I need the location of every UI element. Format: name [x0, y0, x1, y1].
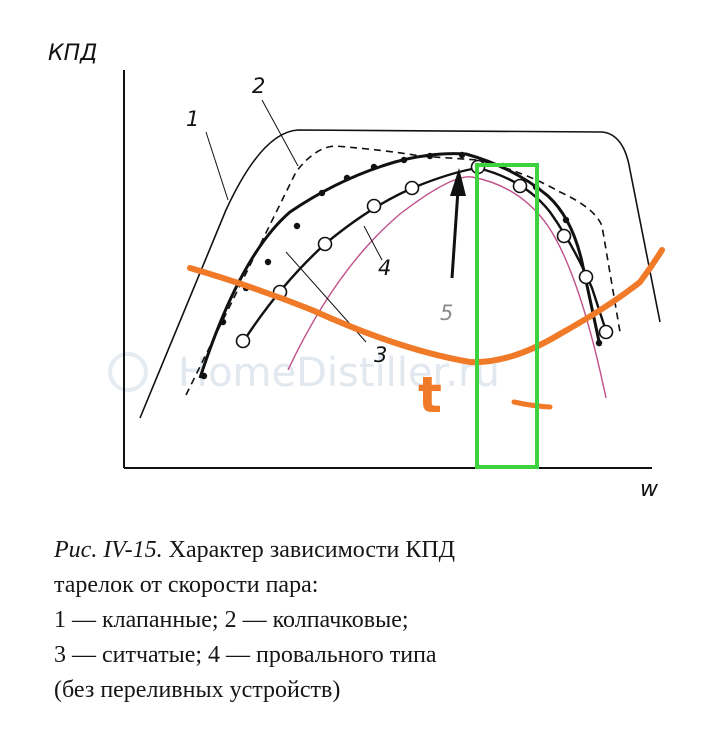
caption-line-1-text: Характер зависимости КПД [162, 537, 456, 563]
orange-dash [511, 399, 553, 410]
caption-line-3: 1 — клапанные; 2 — колпачковые; [54, 607, 409, 633]
curve-5-label: 5 [440, 301, 453, 325]
orange-t-label: t [418, 366, 442, 424]
curve-3-sieve [198, 152, 602, 379]
curve-5 [287, 176, 607, 399]
curve-3-label: 3 [374, 343, 387, 367]
orange-t-curve [187, 247, 665, 366]
figure-caption: Рис. IV-15. Характер зависимости КПД тар… [54, 533, 674, 708]
caption-line-4: 3 — ситчатые; 4 — провального типа [54, 642, 437, 668]
peak-arrow [450, 168, 466, 279]
curve-2-bubble-cap [185, 145, 621, 396]
caption-lead: Рис. IV-15. [54, 537, 163, 563]
caption-line-2: тарелок от скорости пара: [54, 572, 319, 598]
curve-3-markers [200, 151, 603, 380]
curve-4-label: 4 [378, 256, 391, 280]
curve-4-dual-flow [241, 166, 609, 343]
y-axis-label: КПД [48, 41, 97, 66]
curve-1-valve [139, 129, 661, 419]
curve-2-label: 2 [252, 74, 265, 98]
curve-4-markers [235, 159, 614, 349]
caption-line-1: Рис. IV-15. Характер зависимости КПД [54, 533, 674, 568]
x-axis-label: w [640, 477, 659, 502]
caption-line-5: (без переливных устройств) [54, 677, 341, 703]
optimal-range-highlight [475, 163, 539, 469]
curve-1-label: 1 [186, 107, 199, 131]
